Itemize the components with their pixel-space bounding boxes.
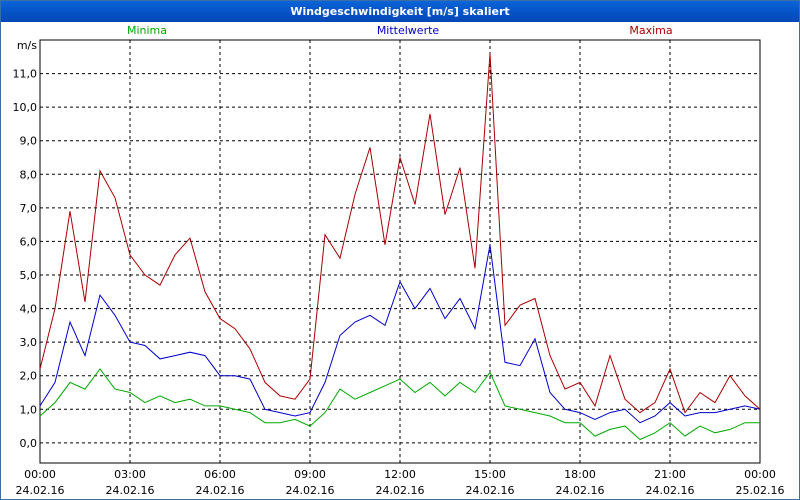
y-tick-label: 3,0 bbox=[20, 336, 38, 349]
x-tick-time: 00:00 bbox=[744, 468, 776, 481]
y-tick-label: 0,0 bbox=[20, 437, 38, 450]
series-line-mittelwerte bbox=[39, 244, 761, 424]
x-tick-date: 24.02.16 bbox=[466, 484, 515, 497]
x-tick-date: 24.02.16 bbox=[376, 484, 425, 497]
x-tick-date: 24.02.16 bbox=[646, 484, 695, 497]
x-tick-time: 00:00 bbox=[24, 468, 56, 481]
x-tick-date: 24.02.16 bbox=[556, 484, 605, 497]
x-tick-time: 06:00 bbox=[204, 468, 236, 481]
x-tick-date: 25.02.16 bbox=[736, 484, 785, 497]
x-tick-date: 24.02.16 bbox=[196, 484, 245, 497]
legend: Minima Mittelwerte Maxima bbox=[127, 24, 673, 37]
x-tick-date: 24.02.16 bbox=[106, 484, 155, 497]
y-tick-label: 7,0 bbox=[20, 202, 38, 215]
x-tick-time: 21:00 bbox=[654, 468, 686, 481]
y-tick-label: 8,0 bbox=[20, 168, 38, 181]
grid-lines bbox=[40, 40, 760, 463]
series-line-minima bbox=[39, 368, 760, 441]
window-title: Windgeschwindigkeit [m/s] skaliert bbox=[1, 1, 799, 22]
y-tick-label: 1,0 bbox=[20, 403, 38, 416]
x-tick-time: 15:00 bbox=[474, 468, 506, 481]
plot-frame bbox=[39, 39, 761, 464]
x-tick-labels: 00:00 24.02.16 03:00 24.02.16 06:00 24.02.16 0… bbox=[16, 468, 785, 497]
series-line-maxima bbox=[39, 53, 761, 414]
y-tick-label: 11,0 bbox=[13, 68, 38, 81]
y-tick-label: 4,0 bbox=[20, 303, 38, 316]
y-tick-label: 6,0 bbox=[20, 235, 38, 248]
legend-label-maxima: Maxima bbox=[629, 24, 672, 37]
x-tick-time: 12:00 bbox=[384, 468, 416, 481]
x-tick-date: 24.02.16 bbox=[16, 484, 65, 497]
x-tick-date: 24.02.16 bbox=[286, 484, 335, 497]
x-tick-time: 18:00 bbox=[564, 468, 596, 481]
axes bbox=[39, 39, 761, 464]
y-tick-label: 9,0 bbox=[20, 135, 38, 148]
y-tick-label: 2,0 bbox=[20, 370, 38, 383]
y-tick-labels: 0,0 1,0 2,0 3,0 4,0 5,0 6,0 7,0 8,0 9,0 10,0 11,0 m/… bbox=[13, 39, 38, 450]
y-tick-label: 10,0 bbox=[13, 101, 38, 114]
y-axis-unit: m/s bbox=[17, 39, 37, 52]
legend-label-minima: Minima bbox=[127, 24, 167, 37]
data-series bbox=[39, 53, 761, 441]
x-tick-time: 03:00 bbox=[114, 468, 146, 481]
legend-label-mittelwerte: Mittelwerte bbox=[377, 24, 440, 37]
y-tick-label: 5,0 bbox=[20, 269, 38, 282]
x-tick-time: 09:00 bbox=[294, 468, 326, 481]
